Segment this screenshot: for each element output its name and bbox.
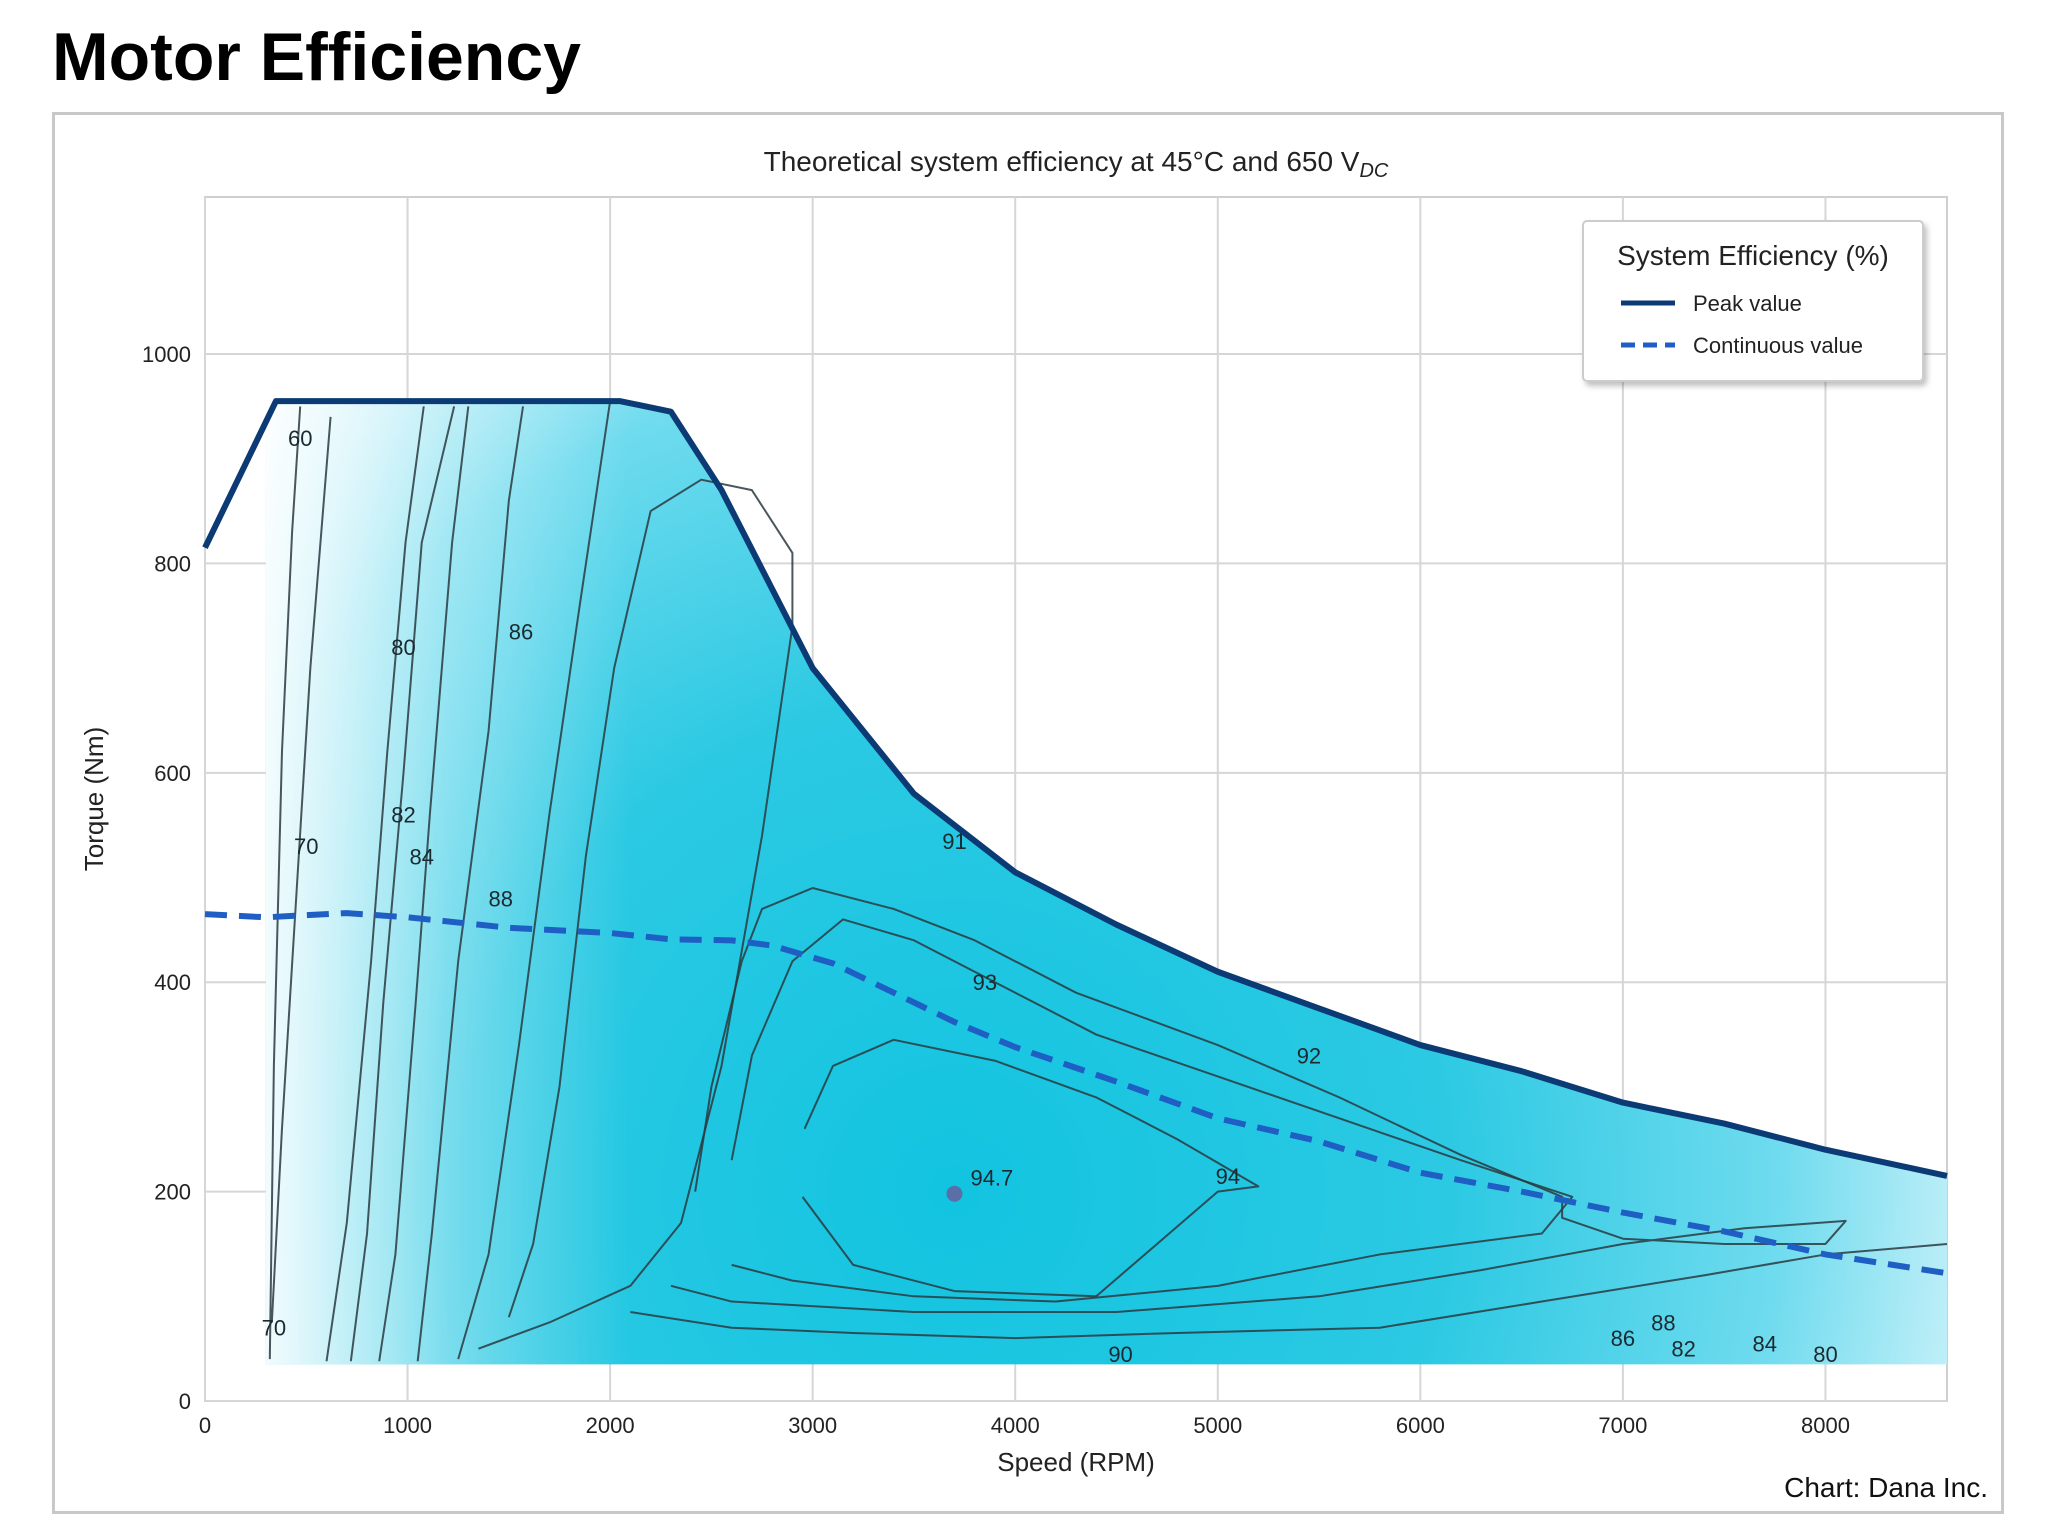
contour-line-86 xyxy=(416,406,525,1362)
legend-box xyxy=(1582,220,1924,382)
contour-line-88 xyxy=(457,401,612,1360)
contour-label: 82 xyxy=(1671,1337,1695,1362)
x-tick-label: 0 xyxy=(199,1413,211,1438)
chart-frame: 60 70 70 80 82 84 86 88 90 91 92 93 94 86 88 82 84 80 94.7… xyxy=(52,112,2004,1514)
x-tick-label: 4000 xyxy=(991,1413,1040,1438)
contour-line-93 xyxy=(730,918,1574,1303)
x-tick-label: 8000 xyxy=(1801,1413,1850,1438)
contour-label: 60 xyxy=(288,426,312,451)
x-tick-label: 6000 xyxy=(1396,1413,1445,1438)
x-axis-label: Speed (RPM) xyxy=(997,1447,1155,1477)
contour-label: 94 xyxy=(1216,1164,1240,1189)
y-tick-label: 200 xyxy=(154,1180,191,1205)
x-tick-label: 5000 xyxy=(1193,1413,1242,1438)
contour-label: 92 xyxy=(1297,1044,1321,1069)
contour-line-82 xyxy=(349,406,456,1362)
contour-line-92 xyxy=(670,886,1847,1314)
contour-label: 84 xyxy=(409,845,433,870)
chart-credit: Chart: Dana Inc. xyxy=(1784,1472,1988,1503)
contour-label: 84 xyxy=(1752,1331,1776,1356)
contour-label: 82 xyxy=(391,803,415,828)
efficiency-fill-fade xyxy=(265,401,1947,1365)
contour-label: 70 xyxy=(294,834,318,859)
y-tick-label: 400 xyxy=(154,970,191,995)
y-axis-label: Torque (Nm) xyxy=(79,727,109,871)
contour-label: 93 xyxy=(973,970,997,995)
continuous-value-line xyxy=(204,910,1948,1277)
contour-line-91 xyxy=(630,1242,1947,1340)
y-tick-label: 600 xyxy=(154,761,191,786)
x-tick-label: 3000 xyxy=(788,1413,837,1438)
contour-line-84 xyxy=(378,406,470,1362)
peak-efficiency-label: 94.7 xyxy=(970,1166,1013,1191)
contour-line-90 xyxy=(478,478,794,1350)
chart-title: Theoretical system efficiency at 45°C an… xyxy=(764,146,1389,182)
contour-line-94 xyxy=(801,1038,1260,1298)
contour-label: 70 xyxy=(262,1316,286,1341)
x-tick-label: 7000 xyxy=(1598,1413,1647,1438)
legend-continuous-label: Continuous value xyxy=(1693,333,1863,358)
contour-label: 80 xyxy=(391,635,415,660)
y-tick-label: 0 xyxy=(179,1389,191,1414)
contour-label: 80 xyxy=(1813,1342,1837,1367)
page-title: Motor Efficiency xyxy=(52,19,581,95)
contour-line-80 xyxy=(325,406,425,1362)
contour-label: 90 xyxy=(1108,1342,1132,1367)
legend-peak-label: Peak value xyxy=(1693,291,1802,316)
peak-efficiency-point xyxy=(946,1185,963,1202)
contour-label: 86 xyxy=(1611,1326,1635,1351)
y-tick-label: 1000 xyxy=(142,342,191,367)
y-tick-label: 800 xyxy=(154,551,191,576)
x-tick-label: 1000 xyxy=(383,1413,432,1438)
contour-label: 88 xyxy=(1651,1310,1675,1335)
contour-line-60 xyxy=(268,406,302,1360)
legend-title: System Efficiency (%) xyxy=(1617,240,1889,271)
contour-line-70 xyxy=(270,416,332,1323)
peak-value-line xyxy=(202,398,1948,1179)
x-tick-label: 2000 xyxy=(586,1413,635,1438)
contour-label: 86 xyxy=(509,619,533,644)
contour-label: 88 xyxy=(488,886,512,911)
